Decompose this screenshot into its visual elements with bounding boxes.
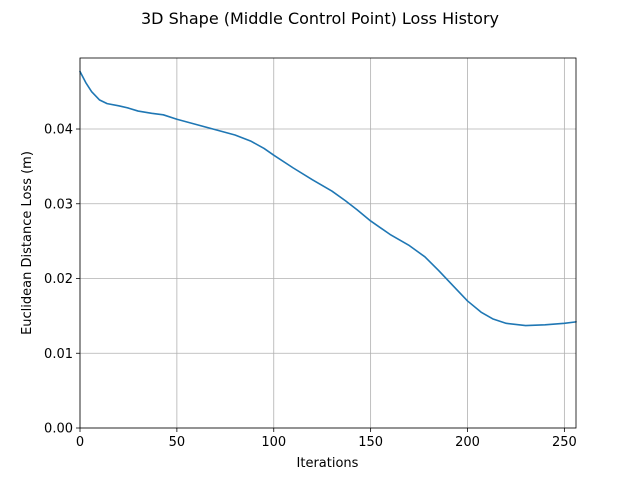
x-tick-label: 250 bbox=[552, 435, 577, 450]
series-layer bbox=[79, 70, 577, 327]
y-tick-label: 0.04 bbox=[44, 123, 73, 138]
axes-frame bbox=[79, 57, 577, 429]
x-tick-label: 50 bbox=[169, 435, 186, 450]
x-tick-label: 150 bbox=[358, 435, 383, 450]
x-tick-label: 200 bbox=[455, 435, 480, 450]
plot-frame bbox=[79, 57, 577, 429]
x-tick-label: 0 bbox=[76, 435, 84, 450]
x-axis-ticks: 0 50 100 150 200 250 bbox=[76, 428, 577, 450]
y-tick-label: 0.03 bbox=[44, 197, 73, 212]
y-tick-label: 0.02 bbox=[44, 272, 73, 287]
y-tick-label: 0.00 bbox=[44, 422, 73, 437]
chart-title: 3D Shape (Middle Control Point) Loss His… bbox=[141, 9, 499, 28]
y-axis-ticks: 0.00 0.01 0.02 0.03 0.04 bbox=[44, 123, 80, 437]
x-axis-label: Iterations bbox=[297, 456, 359, 471]
y-tick-label: 0.01 bbox=[44, 347, 73, 362]
x-tick-label: 100 bbox=[261, 435, 286, 450]
y-axis-label: Euclidean Distance Loss (m) bbox=[20, 151, 35, 335]
loss-series-line bbox=[79, 70, 577, 327]
